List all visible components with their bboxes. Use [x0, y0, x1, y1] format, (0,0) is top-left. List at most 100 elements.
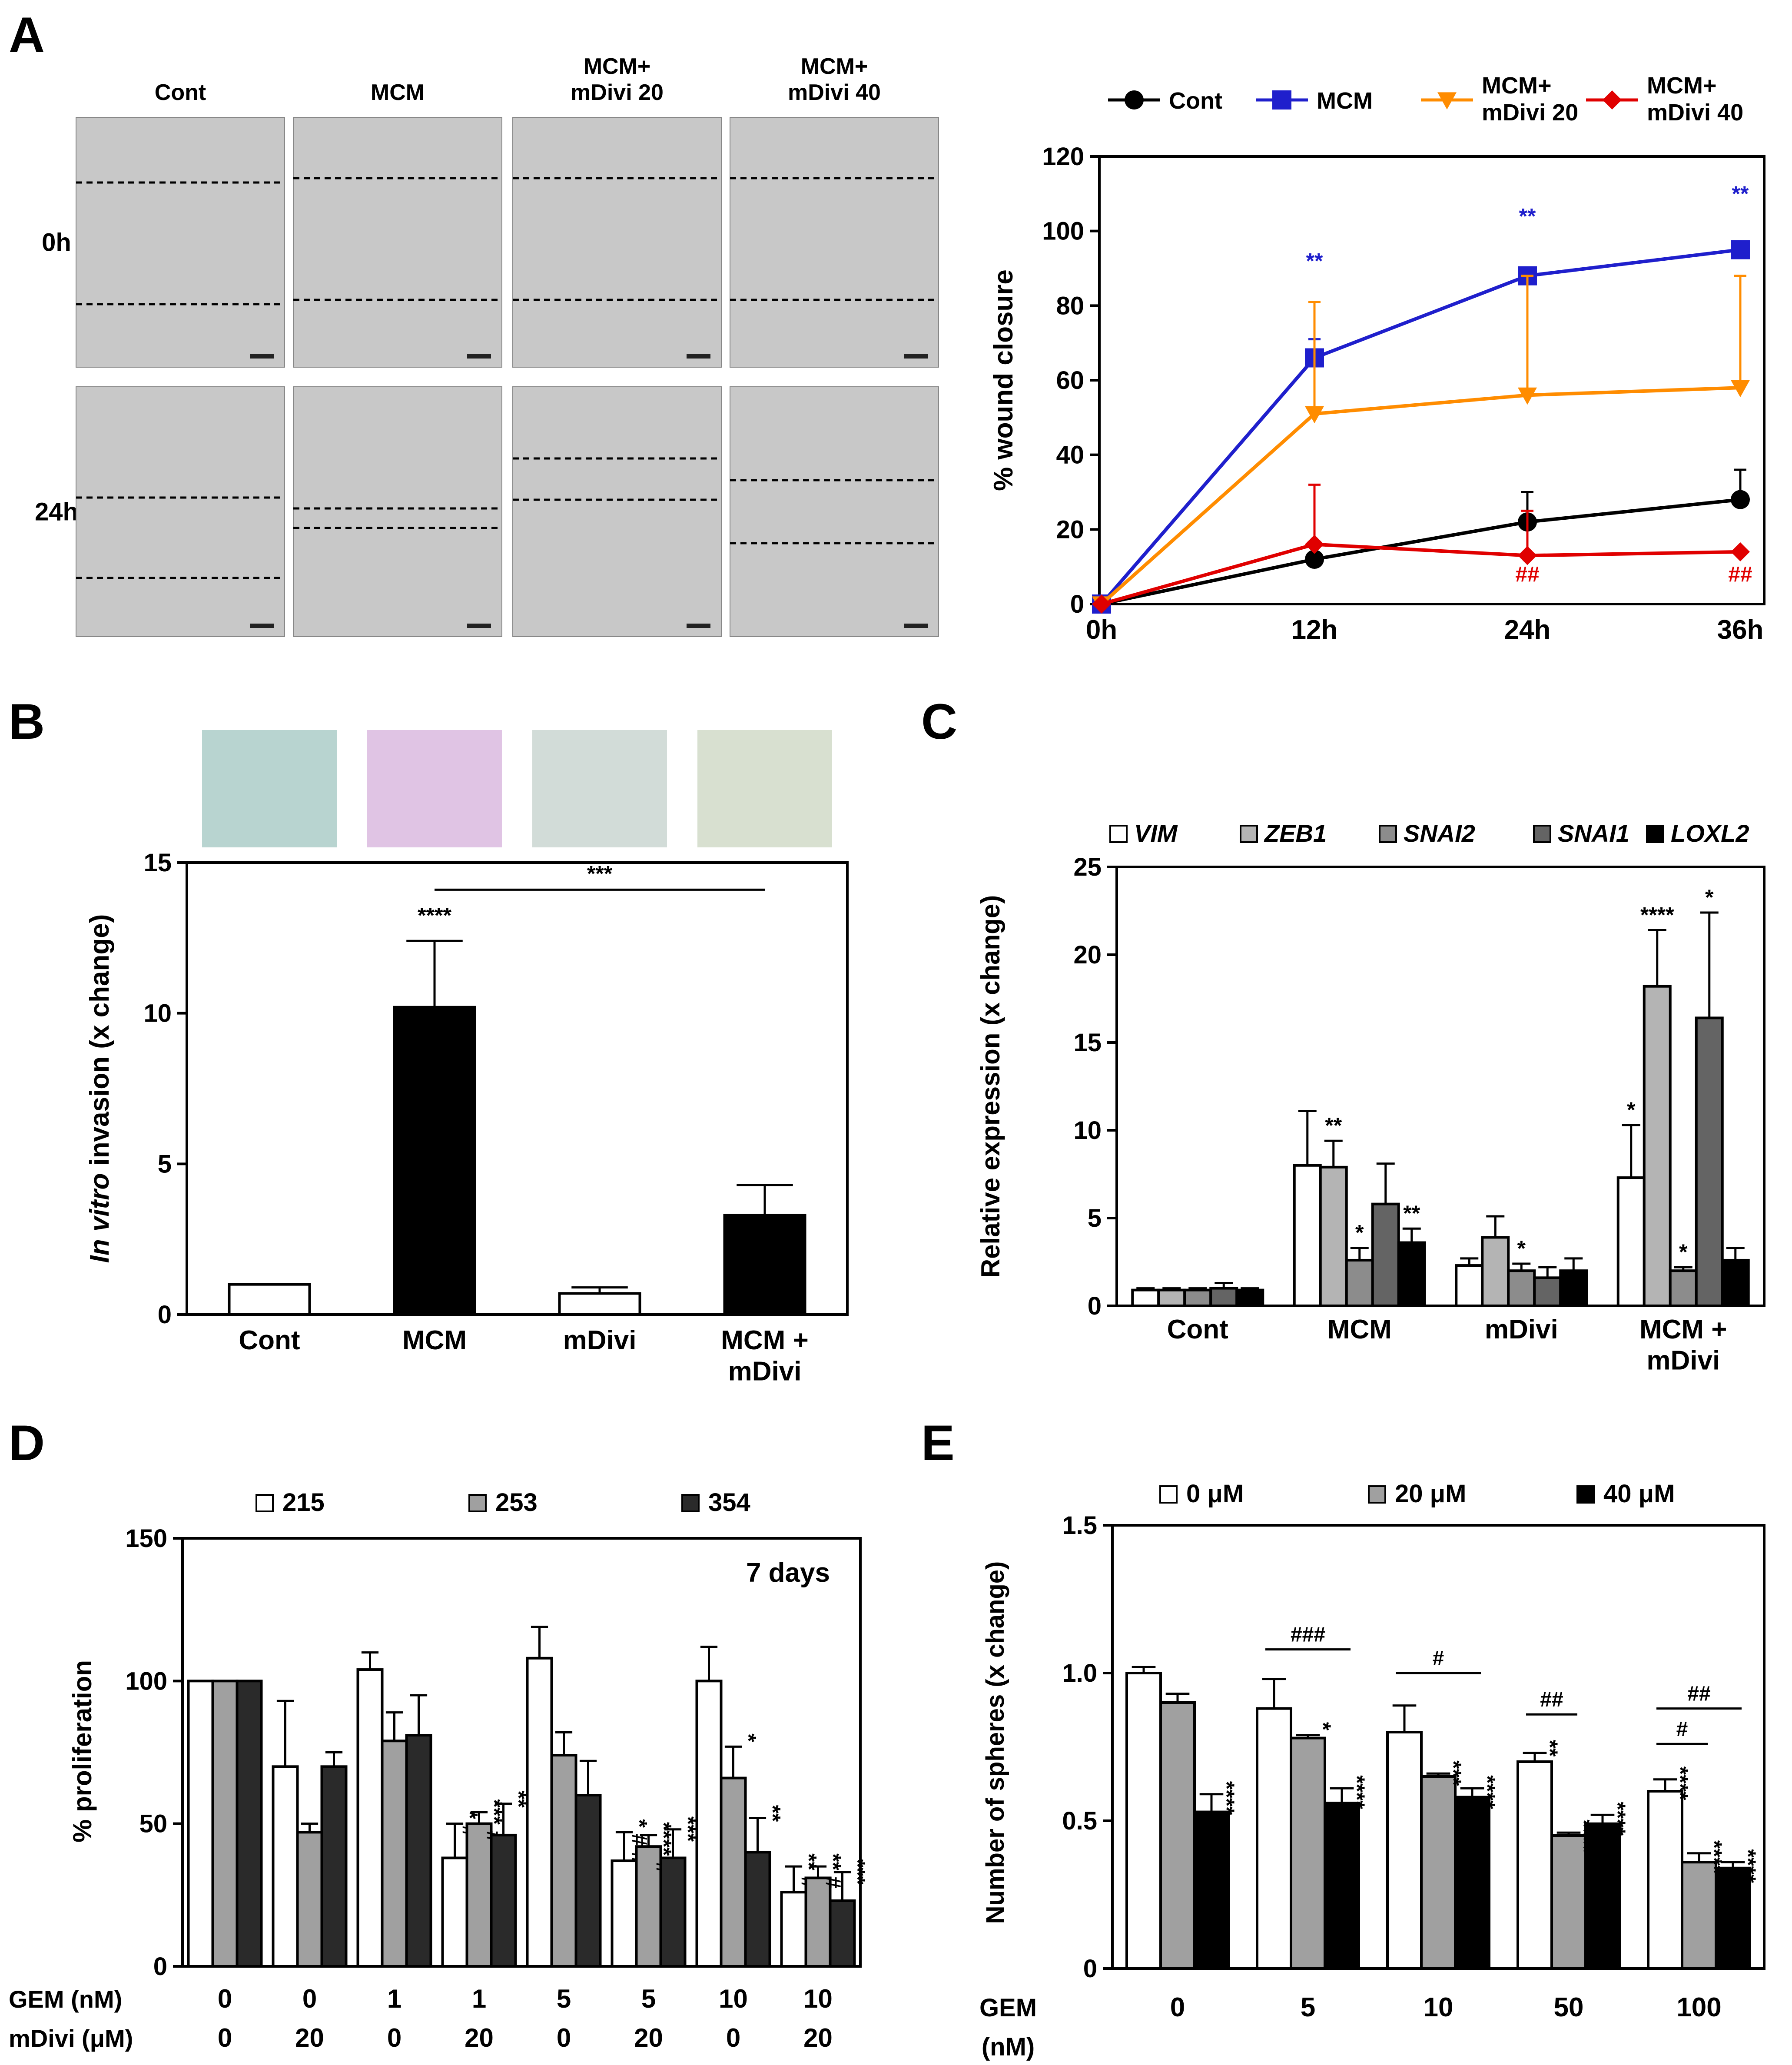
panelB-x-tick-label: MCM + mDivi [721, 1325, 809, 1386]
panelB-y-tick-label: 5 [158, 1150, 172, 1178]
panelB-invasion-image [532, 730, 667, 847]
panelD-significance-mark: *** [676, 1816, 700, 1842]
panelC-y-tick-label: 10 [1073, 1116, 1102, 1145]
panelA-data-point [1731, 380, 1750, 398]
panelD-legend-swatch [256, 1494, 274, 1512]
panelE-bar [1517, 1760, 1553, 1970]
panelE-x-tick-label: 50 [1554, 1992, 1584, 2022]
panelC-bar [1695, 1016, 1724, 1307]
panelC-bar [1183, 1288, 1212, 1307]
panelE-bar [1290, 1736, 1326, 1970]
panelA-series-line [1101, 542, 1741, 606]
scale-bar [467, 354, 491, 359]
panelB-bar [228, 1283, 311, 1316]
panelC-significance-mark: * [1355, 1221, 1364, 1245]
panelC-legend-swatch [1533, 825, 1551, 843]
panelC-bar [1721, 1258, 1750, 1307]
panelE-y-tick-label: 1.5 [1062, 1511, 1097, 1540]
panelE-bar [1715, 1866, 1751, 1970]
panel-letter-A: A [9, 7, 45, 63]
panelE-bar [1125, 1672, 1162, 1970]
panelD-y-tick-label: 0 [153, 1952, 167, 1981]
panelE-bar [1386, 1731, 1423, 1970]
panelD-bar [720, 1776, 747, 1968]
panelA-x-tick-label: 12h [1291, 615, 1338, 645]
panelD-mdivi-value: 20 [295, 2023, 324, 2052]
micrograph-column-label: MCM+ mDivi 20 [571, 54, 664, 105]
panelE-legend-label: 20 μM [1395, 1480, 1466, 1508]
panelC-bar [1481, 1236, 1510, 1307]
panel-letter-B: B [9, 694, 45, 750]
panelD-row-label-mdivi: mDivi (μM) [9, 2025, 133, 2052]
panelD-bar [296, 1831, 323, 1968]
panelA-data-point [1305, 406, 1324, 424]
panelD-bar [744, 1851, 771, 1968]
panelD-bar [381, 1740, 408, 1968]
panelD-mdivi-value: 0 [218, 2023, 232, 2052]
panelA-y-tick-label: 60 [1056, 366, 1084, 395]
panelC-y-tick-label: 5 [1088, 1204, 1102, 1232]
panelE-bar [1159, 1701, 1196, 1970]
panelD-bar [272, 1765, 299, 1968]
micrograph-column-label: Cont [155, 80, 206, 105]
panelA-data-point [1305, 550, 1324, 569]
panelE-y-tick-label: 1.0 [1062, 1659, 1097, 1687]
panelD-bar [187, 1680, 214, 1968]
panelE-bar [1324, 1802, 1360, 1970]
panelB-y-tick-label: 10 [143, 999, 172, 1028]
panelA-y-tick-label: 100 [1042, 217, 1084, 246]
panelC-y-tick-label: 15 [1073, 1029, 1102, 1057]
panelE-significance-mark: **** [1736, 1849, 1760, 1883]
panelD-significance-mark: *** [846, 1859, 870, 1885]
panelD-plot-frame [181, 1537, 862, 1968]
panelD-y-tick-label: 50 [139, 1810, 167, 1838]
panelD-bar [441, 1856, 468, 1968]
panelA-x-tick-label: 0h [1086, 615, 1117, 645]
panelE-legend-swatch [1576, 1485, 1595, 1504]
panelC-bar [1345, 1258, 1374, 1307]
panelE-significance-mark: * [1311, 1722, 1335, 1731]
micrograph-row-label: 24h [35, 498, 78, 526]
panel-letter-E: E [921, 1415, 955, 1471]
panelA-plot-frame [1098, 155, 1765, 605]
panelA-annotation: ## [1728, 562, 1752, 587]
panelD-gem-value: 10 [719, 1984, 748, 2013]
panelC-bar [1669, 1269, 1698, 1307]
panelA-series-line [1100, 386, 1741, 605]
panelD-significance-mark: * [737, 1733, 761, 1742]
panelE-y-tick-label: 0 [1083, 1955, 1097, 1983]
panelC-bar [1616, 1176, 1646, 1308]
panelD-bar [574, 1794, 602, 1968]
panelE-legend-swatch [1159, 1485, 1178, 1504]
panelA-data-point [1518, 387, 1537, 405]
panelC-bar [1293, 1164, 1322, 1308]
panelD-bar [550, 1754, 577, 1968]
panelD-y-tick-label: 100 [125, 1667, 167, 1695]
panelE-significance-mark: ## [1687, 1683, 1710, 1706]
panelE-gem-unit: (nM) [982, 2033, 1035, 2061]
scale-bar [250, 624, 274, 628]
panelD-gem-value: 0 [302, 1984, 317, 2013]
panelC-y-tick-label: 20 [1073, 941, 1102, 969]
panelB-significance-mark: *** [587, 861, 613, 886]
panelD-legend-swatch [681, 1494, 700, 1512]
panelD-legend-label: 354 [708, 1488, 750, 1517]
panelD-gem-value: 5 [641, 1984, 656, 2013]
panelC-plot-frame [1115, 866, 1765, 1307]
panelE-bar [1647, 1790, 1683, 1970]
panelA-y-tick-label: 80 [1056, 292, 1084, 320]
micrograph-tile [730, 117, 939, 368]
panelE-x-tick-label: 5 [1301, 1992, 1315, 2022]
panelC-bar [1397, 1241, 1426, 1308]
scale-bar [904, 354, 928, 359]
panelD-mdivi-value: 0 [387, 2023, 402, 2052]
panelC-significance-mark: ** [1403, 1201, 1420, 1225]
panelD-bar [320, 1765, 348, 1968]
panelE-significance-mark: **** [1668, 1766, 1692, 1800]
panelB-y-tick-label: 0 [158, 1301, 172, 1329]
panelA-series-line [1101, 498, 1741, 606]
scale-bar [904, 624, 928, 628]
panelD-significance-mark: ** [761, 1805, 785, 1822]
panelE-bar [1454, 1796, 1490, 1970]
panelD-mdivi-value: 20 [465, 2023, 494, 2052]
